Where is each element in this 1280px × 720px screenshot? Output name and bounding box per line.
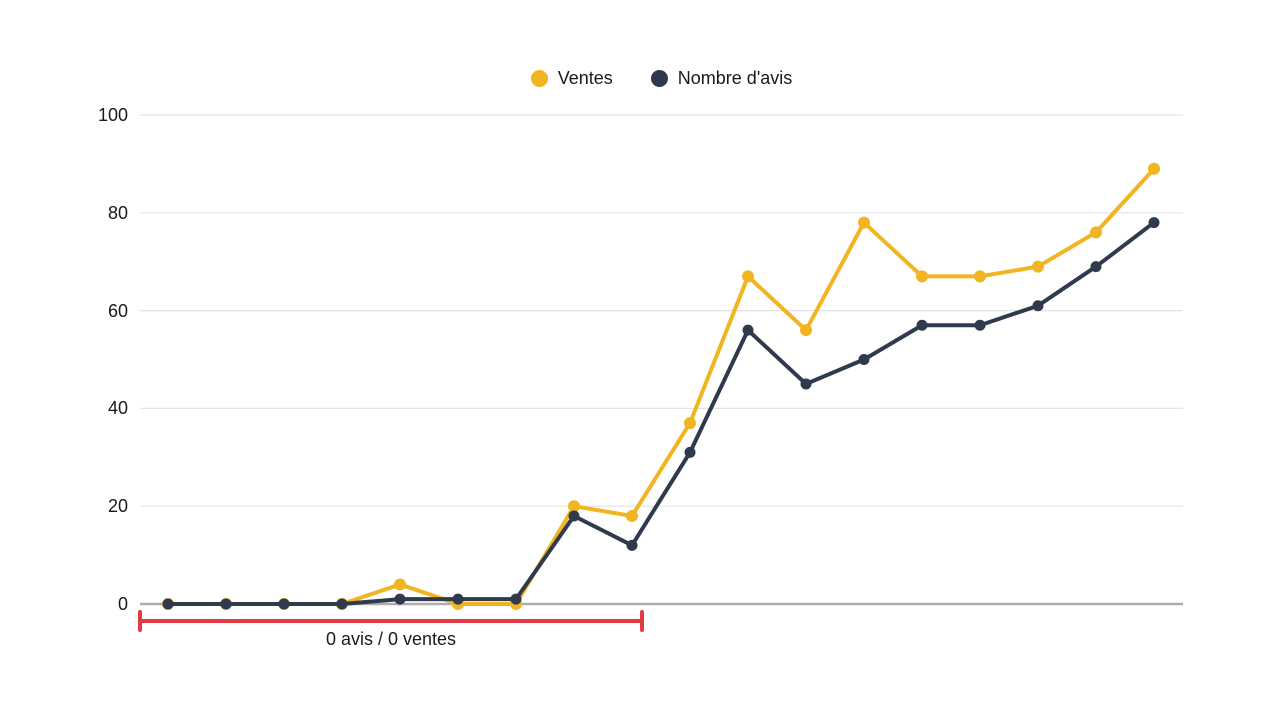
ventes-line xyxy=(166,166,1156,606)
annotation-label: 0 avis / 0 ventes xyxy=(325,629,457,649)
y-axis-label-60: 60 xyxy=(107,300,128,321)
nombre-d-avis-point-1[interactable] xyxy=(162,598,174,610)
nombre-d-avis-point-7[interactable] xyxy=(510,593,522,605)
y-axis-label-0: 0 xyxy=(117,594,128,614)
ventes-series-dot xyxy=(530,69,548,87)
y-axis-label-40: 40 xyxy=(107,398,128,419)
nombre-d-avis-point-12[interactable] xyxy=(800,378,812,390)
legend-item-nombre-d-avis[interactable]: Nombre d'avis xyxy=(650,66,793,90)
ventes-point-14[interactable] xyxy=(916,270,928,283)
ventes-point-18[interactable] xyxy=(1148,162,1160,175)
ventes-point-12[interactable] xyxy=(800,324,812,337)
nombre-d-avis-point-4[interactable] xyxy=(336,598,348,610)
nombre-d-avis-series-dot xyxy=(650,69,668,87)
ventes-point-11[interactable] xyxy=(742,270,754,283)
nombre-d-avis-legend-label: Nombre d'avis xyxy=(677,68,793,88)
y-axis-label-20: 20 xyxy=(107,496,128,517)
nombre-d-avis-point-13[interactable] xyxy=(858,354,870,365)
y-axis-label-100: 100 xyxy=(97,105,128,125)
ventes-point-8[interactable] xyxy=(568,500,580,513)
ventes-point-13[interactable] xyxy=(858,216,870,229)
nombre-d-avis-point-17[interactable] xyxy=(1090,261,1102,273)
ventes-point-15[interactable] xyxy=(974,270,986,283)
ventes-point-16[interactable] xyxy=(1032,260,1044,273)
nombre-d-avis-point-14[interactable] xyxy=(916,319,928,331)
nombre-d-avis-point-5[interactable] xyxy=(394,593,406,605)
ventes-point-9[interactable] xyxy=(626,509,638,522)
nombre-d-avis-point-6[interactable] xyxy=(452,593,464,605)
legend-item-ventes[interactable]: Ventes xyxy=(530,66,613,90)
ventes-legend-label: Ventes xyxy=(557,68,613,88)
nombre-d-avis-point-10[interactable] xyxy=(684,446,696,458)
nombre-d-avis-point-9[interactable] xyxy=(626,539,638,551)
nombre-d-avis-point-2[interactable] xyxy=(220,598,232,610)
nombre-d-avis-point-18[interactable] xyxy=(1148,217,1160,229)
nombre-d-avis-point-8[interactable] xyxy=(568,510,580,522)
nombre-d-avis-line xyxy=(166,220,1156,606)
ventes-point-10[interactable] xyxy=(684,417,696,430)
nombre-d-avis-point-15[interactable] xyxy=(974,319,986,331)
nombre-d-avis-point-3[interactable] xyxy=(278,598,290,610)
nombre-d-avis-point-11[interactable] xyxy=(742,324,754,336)
ventes-point-5[interactable] xyxy=(394,578,406,591)
ventes-point-17[interactable] xyxy=(1090,226,1102,239)
y-axis-label-80: 80 xyxy=(107,202,128,223)
nombre-d-avis-point-16[interactable] xyxy=(1032,300,1044,312)
chart-legend: Ventes Nombre d'avis xyxy=(140,66,1183,90)
